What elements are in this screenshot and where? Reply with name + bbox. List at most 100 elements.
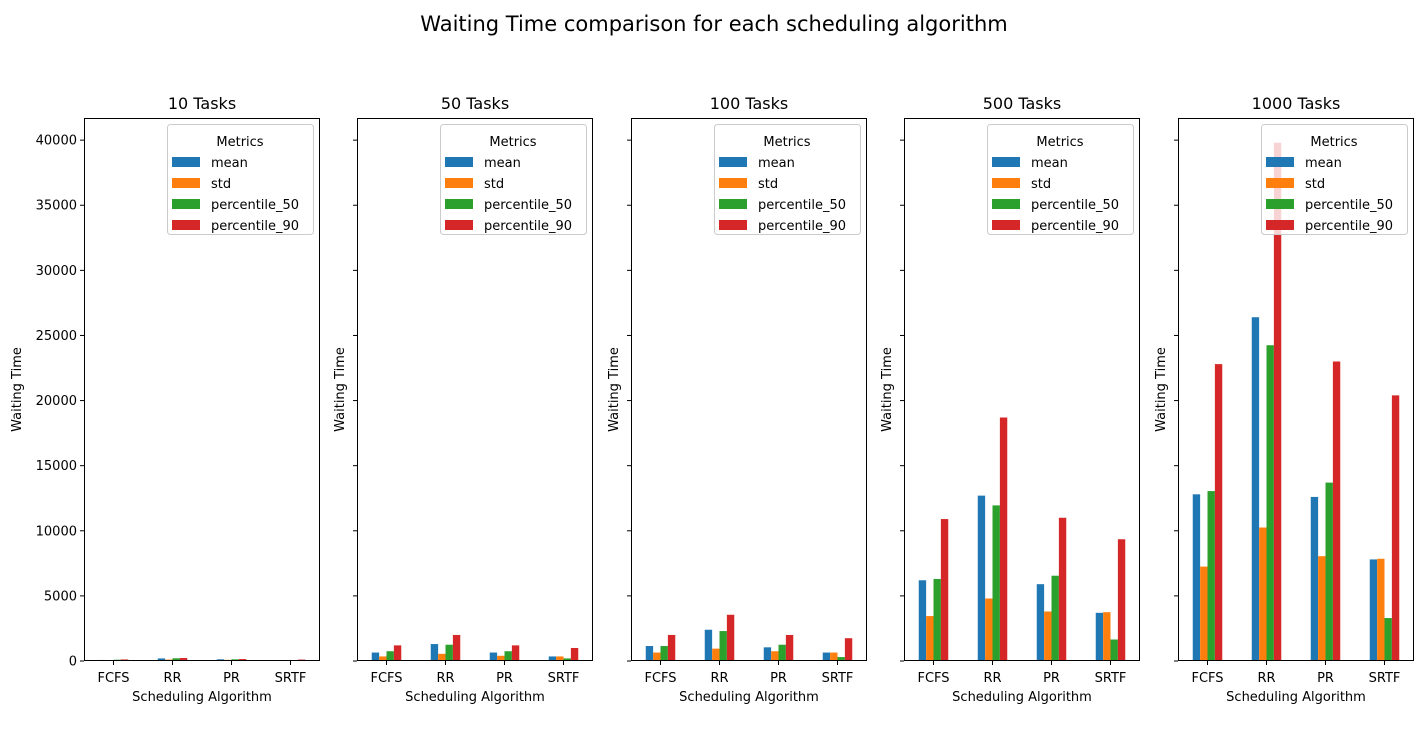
bar-mean-srtf [822, 652, 831, 661]
subplot-title: 1000 Tasks [1252, 94, 1341, 113]
legend-swatch-std [172, 178, 200, 188]
bar-percentile-50-rr [719, 631, 727, 661]
bars [371, 634, 579, 661]
bar-percentile-50-fcfs [660, 646, 668, 661]
y-tick-label: 15000 [36, 459, 77, 474]
bars [645, 614, 853, 661]
bar-percentile-90-rr [999, 417, 1008, 661]
bar-mean-pr [1310, 496, 1319, 661]
legend-box [987, 124, 1134, 235]
x-tick-label: RR [710, 671, 728, 686]
legend-label-percentile-50: percentile_50 [758, 198, 846, 213]
legend-swatch-std [1266, 178, 1294, 188]
bar-std-srtf [1377, 558, 1385, 661]
x-tick-label: FCFS [370, 671, 402, 686]
bar-mean-fcfs [1192, 494, 1201, 661]
legend-swatch-std [445, 178, 473, 188]
bar-percentile-50-pr [504, 651, 512, 661]
bar-percentile-90-srtf [844, 638, 853, 661]
legend-swatch-mean [445, 157, 473, 167]
legend-label-std: std [758, 177, 778, 192]
x-tick-label: PR [770, 671, 787, 686]
y-tick-label: 0 [69, 655, 77, 670]
x-tick-label: RR [436, 671, 454, 686]
y-axis-label: Waiting Time [333, 347, 348, 432]
bar-percentile-90-pr [785, 634, 794, 661]
x-tick-label: SRTF [1369, 671, 1401, 686]
legend-label-percentile-90: percentile_90 [211, 219, 299, 234]
subplot-title: 50 Tasks [441, 94, 509, 113]
bar-std-srtf [556, 656, 564, 661]
subplot-title: 500 Tasks [983, 94, 1062, 113]
bars [1192, 142, 1400, 662]
legend-title: Metrics [489, 135, 536, 150]
axes-frame [84, 118, 320, 661]
bar-percentile-50-pr [1325, 482, 1333, 661]
bar-percentile-90-rr [452, 634, 461, 661]
bar-mean-srtf [1095, 612, 1104, 661]
legend-label-percentile-90: percentile_90 [484, 219, 572, 234]
bar-std-rr [1259, 527, 1267, 661]
bar-std-rr [985, 598, 993, 661]
bar-percentile-50-rr [445, 644, 453, 661]
legend-box [167, 124, 314, 235]
x-tick-label: SRTF [822, 671, 854, 686]
bar-mean-rr [430, 644, 439, 661]
bar-percentile-90-srtf [1117, 539, 1126, 661]
bar-mean-srtf [1369, 559, 1378, 661]
bar-mean-fcfs [371, 652, 380, 661]
legend-box [714, 124, 861, 235]
bar-percentile-90-fcfs [1214, 364, 1223, 661]
bar-percentile-90-srtf [570, 647, 579, 661]
bar-percentile-50-fcfs [386, 651, 394, 661]
y-tick-label: 35000 [36, 199, 77, 214]
bar-std-fcfs [1200, 566, 1208, 661]
x-tick-label: FCFS [1191, 671, 1223, 686]
bar-mean-srtf [548, 656, 557, 661]
bar-mean-rr [977, 495, 986, 661]
legend: Metrics mean std percentile_50 percentile_90 [714, 124, 861, 235]
subplot-title: 100 Tasks [710, 94, 789, 113]
legend-swatch-percentile-90 [719, 220, 747, 230]
x-axis-label: Scheduling Algorithm [1226, 690, 1366, 705]
legend-swatch-mean [992, 157, 1020, 167]
bar-mean-fcfs [918, 580, 927, 661]
bar-mean-pr [763, 647, 772, 661]
bar-percentile-90-rr [179, 658, 188, 661]
x-axis-label: Scheduling Algorithm [405, 690, 545, 705]
y-axis-label: Waiting Time [607, 347, 622, 432]
bar-mean-pr [489, 652, 498, 661]
legend-label-percentile-50: percentile_50 [1305, 198, 1393, 213]
legend-swatch-percentile-50 [992, 199, 1020, 209]
legend-swatch-percentile-90 [445, 220, 473, 230]
bar-percentile-90-pr [511, 645, 520, 661]
legend-swatch-percentile-50 [445, 199, 473, 209]
legend-swatch-percentile-90 [992, 220, 1020, 230]
x-tick-label: SRTF [1095, 671, 1127, 686]
bar-percentile-90-fcfs [393, 645, 402, 661]
x-tick-label: RR [1257, 671, 1275, 686]
figure-title: Waiting Time comparison for each schedul… [420, 12, 1007, 36]
y-tick-label: 10000 [36, 524, 77, 539]
legend-label-percentile-50: percentile_50 [1031, 198, 1119, 213]
y-tick-label: 20000 [36, 394, 77, 409]
legend: Metrics mean std percentile_50 percentile_90 [1261, 124, 1408, 235]
y-tick-label: 30000 [36, 264, 77, 279]
legend: Metrics mean std percentile_50 percentile_90 [987, 124, 1134, 235]
y-tick-label: 25000 [36, 329, 77, 344]
legend-label-percentile-90: percentile_90 [1031, 219, 1119, 234]
bar-mean-rr [157, 658, 166, 661]
legend-label-percentile-90: percentile_90 [1305, 219, 1393, 234]
x-tick-label: RR [983, 671, 1001, 686]
legend-title: Metrics [216, 135, 263, 150]
x-tick-label: PR [1043, 671, 1060, 686]
bars [918, 417, 1126, 661]
x-tick-label: PR [223, 671, 240, 686]
x-tick-label: FCFS [97, 671, 129, 686]
bar-mean-rr [704, 629, 713, 661]
legend-title: Metrics [1310, 135, 1357, 150]
x-tick-label: FCFS [917, 671, 949, 686]
panels: 10 Tasks 0 5000 10000 15000 20000 25000 30000 35… [10, 94, 1414, 705]
x-tick-label: FCFS [644, 671, 676, 686]
